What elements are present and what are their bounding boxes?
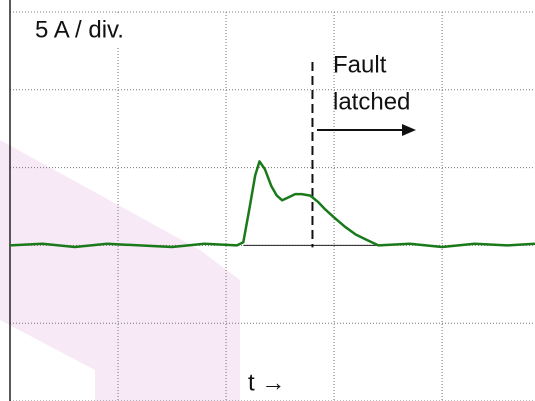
waveform [9, 160, 535, 249]
arrow-head [402, 124, 416, 136]
time-label: t → [248, 369, 285, 396]
fault-label: Fault [333, 51, 387, 78]
fault-label: latched [333, 88, 410, 115]
scale-label: 5 A / div. [35, 16, 124, 43]
watermark [0, 140, 240, 401]
label-background [30, 14, 170, 46]
